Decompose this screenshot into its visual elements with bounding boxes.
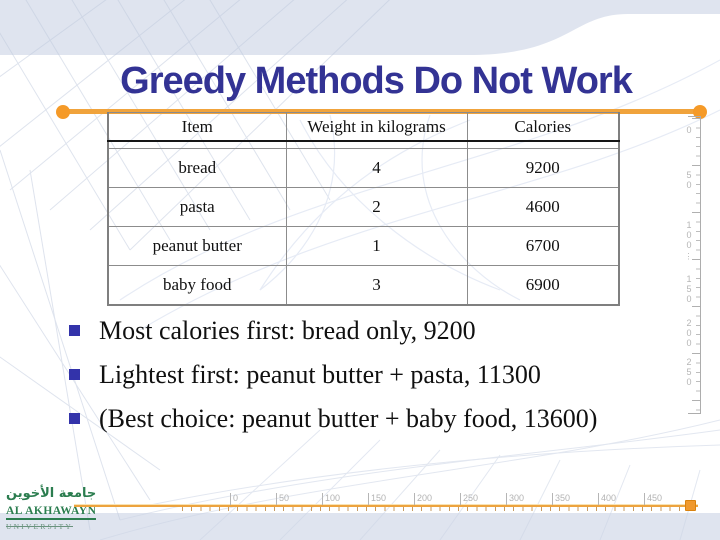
right-ruler: 0 50 100 ⋮ 150 200 250 <box>684 116 701 414</box>
ruler-label: 50 <box>276 493 289 505</box>
table-row: peanut butter 1 6700 <box>107 226 620 266</box>
bottom-ruler: 0 50 100 150 200 250 300 350 400 450 <box>74 492 699 512</box>
ruler-top-cap <box>688 116 700 117</box>
cell-calories: 9200 <box>466 148 620 188</box>
cell-calories: 6700 <box>466 226 620 266</box>
bullet-item: (Best choice: peanut butter + baby food,… <box>69 402 634 435</box>
table-spacer-row <box>107 141 620 149</box>
cell-item: baby food <box>107 265 287 306</box>
slide-title: Greedy Methods Do Not Work <box>120 60 633 102</box>
ruler-label: 0 <box>230 493 238 505</box>
ruler-label: 200 <box>414 493 432 505</box>
bullet-item: Most calories first: bread only, 9200 <box>69 314 634 347</box>
bullet-text: Most calories first: bread only, 9200 <box>99 316 476 345</box>
ruler-label: 200 <box>684 318 694 348</box>
cell-weight: 3 <box>285 265 468 306</box>
bullet-square-icon <box>69 413 80 424</box>
header-weight: Weight in kilograms <box>285 112 468 142</box>
ruler-label: 350 <box>552 493 570 505</box>
top-band <box>0 0 720 55</box>
ruler-bottom-cap <box>688 413 700 414</box>
cell-item: pasta <box>107 187 287 227</box>
header-item: Item <box>107 112 287 142</box>
cell-item: bread <box>107 148 287 188</box>
divider-right-dot <box>693 105 707 119</box>
bullet-text: Lightest first: peanut butter + pasta, 1… <box>99 360 541 389</box>
university-logo: جامعة الأخوين AL AKHAWAYN UNIVERSITY <box>6 487 116 531</box>
bullet-text: (Best choice: peanut butter + baby food,… <box>99 404 598 433</box>
mesh-bottom-grid <box>99 419 720 540</box>
ruler-label: 150 <box>684 274 694 304</box>
ruler-label: 100 <box>684 220 694 250</box>
ruler-label: 50 <box>684 170 694 190</box>
bullet-list: Most calories first: bread only, 9200 Li… <box>69 314 634 446</box>
logo-name-text: AL AKHAWAYN <box>6 505 97 520</box>
ruler-label: 0 <box>684 125 694 135</box>
header-calories: Calories <box>466 112 620 142</box>
cell-calories: 4600 <box>466 187 620 227</box>
ruler-break-mark: ⋮ <box>684 252 693 261</box>
ruler-label: 300 <box>506 493 524 505</box>
items-table: Item Weight in kilograms Calories bread … <box>107 112 620 306</box>
ruler-label: 250 <box>684 357 694 387</box>
bullet-item: Lightest first: peanut butter + pasta, 1… <box>69 358 634 391</box>
ruler-major-ticks <box>692 118 700 412</box>
cell-weight: 4 <box>285 148 468 188</box>
table-row: bread 4 9200 <box>107 148 620 188</box>
divider-left-dot <box>56 105 70 119</box>
ruler-line <box>74 504 698 507</box>
ruler-label: 150 <box>368 493 386 505</box>
title-divider-line <box>63 109 700 114</box>
bottom-band <box>0 513 720 540</box>
cell-weight: 1 <box>285 226 468 266</box>
cell-item: peanut butter <box>107 226 287 266</box>
table-row: pasta 2 4600 <box>107 187 620 227</box>
ruler-end-square <box>685 500 696 511</box>
cell-calories: 6900 <box>466 265 620 306</box>
ruler-label: 450 <box>644 493 662 505</box>
ruler-label: 250 <box>460 493 478 505</box>
table-row: baby food 3 6900 <box>107 265 620 306</box>
table-header-row: Item Weight in kilograms Calories <box>107 112 620 142</box>
ruler-label: 400 <box>598 493 616 505</box>
bullet-square-icon <box>69 325 80 336</box>
logo-arabic-text: جامعة الأخوين <box>6 486 97 501</box>
cell-weight: 2 <box>285 187 468 227</box>
logo-subtitle-text: UNIVERSITY <box>6 522 73 531</box>
ruler-label: 100 <box>322 493 340 505</box>
ruler-minor-ticks <box>182 507 691 511</box>
bullet-square-icon <box>69 369 80 380</box>
